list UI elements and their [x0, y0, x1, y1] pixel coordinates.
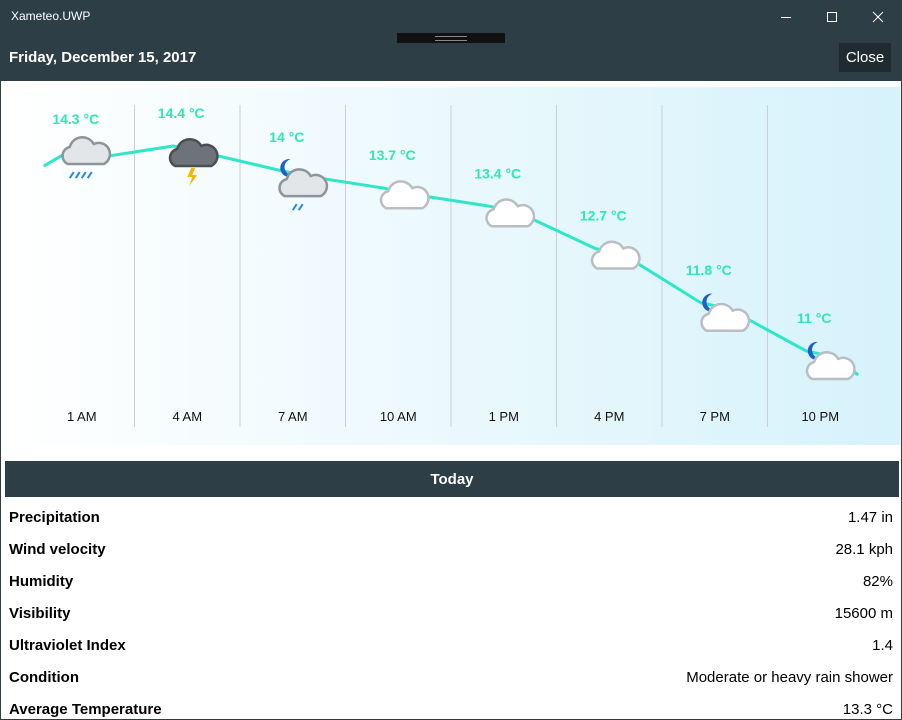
stat-label: Precipitation	[9, 509, 100, 526]
stat-label: Wind velocity	[9, 541, 106, 558]
moon-cloud-icon	[700, 293, 751, 333]
section-title-today: Today	[5, 461, 899, 497]
maximize-button[interactable]	[809, 1, 855, 33]
x-tick-label: 7 PM	[700, 409, 730, 424]
cloud-icon	[379, 180, 430, 210]
stat-row: Ultraviolet Index 1.4	[1, 629, 901, 661]
stat-value: 13.3 °C	[842, 701, 893, 718]
hourly-temperature-chart: 14.3 °C 14.4 °C 14 °C 13.7 °C 13.4 °C 12.7 °C…	[5, 87, 900, 445]
data-label: 11 °C	[797, 310, 831, 326]
cloud-storm-icon	[168, 137, 219, 186]
data-label: 14 °C	[269, 129, 304, 145]
data-label: 13.7 °C	[369, 147, 416, 163]
data-label: 11.8 °C	[686, 262, 732, 278]
stat-value: 82%	[862, 573, 893, 590]
moon-cloud-icon	[805, 341, 856, 381]
stat-value: 1.47 in	[847, 509, 893, 526]
maximize-icon	[827, 12, 837, 22]
stat-value: 15600 m	[834, 605, 893, 622]
stat-row: Wind velocity 28.1 kph	[1, 533, 901, 565]
drag-grip[interactable]	[397, 33, 505, 43]
stat-value: Moderate or heavy rain shower	[686, 669, 893, 686]
x-tick-label: 1 AM	[67, 409, 97, 424]
stat-row: Visibility 15600 m	[1, 597, 901, 629]
stat-value: 1.4	[872, 637, 893, 654]
stat-row: Average Temperature 13.3 °C	[1, 693, 901, 720]
stat-label: Visibility	[9, 605, 71, 622]
x-tick-label: 10 AM	[380, 409, 417, 424]
moon-cloud-rain-icon	[278, 158, 329, 211]
cloud-rain-icon	[61, 136, 112, 179]
x-tick-label: 4 PM	[594, 409, 624, 424]
chart-background	[5, 87, 900, 445]
stat-label: Humidity	[9, 573, 74, 590]
x-tick-label: 10 PM	[801, 409, 839, 424]
x-tick-label: 1 PM	[489, 409, 519, 424]
stat-label: Condition	[9, 669, 79, 686]
cloud-icon	[485, 198, 536, 228]
minimize-icon	[781, 17, 791, 18]
x-tick-label: 7 AM	[278, 409, 308, 424]
page-date: Friday, December 15, 2017	[9, 49, 197, 66]
stat-label: Average Temperature	[9, 701, 162, 718]
close-icon	[872, 11, 884, 23]
stat-label: Ultraviolet Index	[9, 637, 126, 654]
x-tick-label: 4 AM	[172, 409, 202, 424]
stat-row: Humidity 82%	[1, 565, 901, 597]
data-label: 14.4 °C	[158, 105, 205, 121]
title-bar[interactable]: Xameteo.UWP	[1, 1, 901, 33]
window-title: Xameteo.UWP	[11, 9, 91, 23]
cloud-icon	[590, 240, 641, 270]
data-label: 13.4 °C	[474, 165, 521, 181]
close-button[interactable]: Close	[839, 43, 891, 72]
stats-list: Precipitation 1.47 in Wind velocity 28.1 kp…	[1, 501, 901, 720]
data-label: 12.7 °C	[580, 208, 627, 224]
stat-value: 28.1 kph	[835, 541, 893, 558]
stat-row: Condition Moderate or heavy rain shower	[1, 661, 901, 693]
data-label: 14.3 °C	[52, 111, 99, 127]
close-window-button[interactable]	[855, 1, 901, 33]
minimize-button[interactable]	[763, 1, 809, 33]
stat-row: Precipitation 1.47 in	[1, 501, 901, 533]
